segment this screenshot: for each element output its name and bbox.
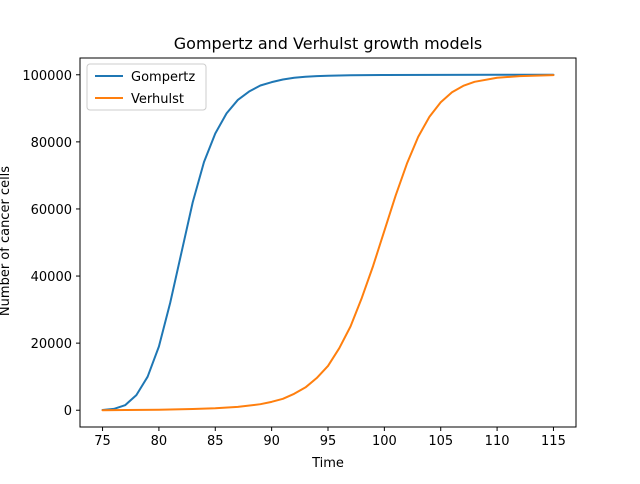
y-tick-label: 20000 (31, 337, 72, 352)
x-tick-label: 90 (263, 434, 280, 449)
x-tick-label: 100 (372, 434, 397, 449)
y-tick-label: 80000 (31, 136, 72, 151)
y-axis-label: Number of cancer cells (0, 166, 13, 316)
x-tick-label: 115 (541, 434, 566, 449)
x-tick-label: 105 (428, 434, 453, 449)
legend-label-gompertz: Gompertz (131, 70, 195, 85)
y-tick-label: 40000 (31, 270, 72, 285)
legend: Gompertz Verhulst (86, 63, 207, 111)
series-line-verhulst (101, 74, 555, 412)
y-tick-label: 100000 (22, 69, 72, 84)
y-tick-label: 60000 (31, 203, 72, 218)
x-tick-label: 80 (151, 434, 168, 449)
legend-label-verhulst: Verhulst (131, 92, 184, 107)
plot-area-frame (79, 57, 577, 428)
x-tick-label: 110 (485, 434, 510, 449)
x-tick-label: 75 (94, 434, 111, 449)
series-line-gompertz (101, 73, 555, 411)
ticks-layer: 75 80 85 90 95 100 105 110 115 0 20000 40000 60000 80… (22, 69, 566, 449)
x-tick-label: 85 (207, 434, 224, 449)
series-layer (101, 73, 555, 412)
x-axis-label: Time (311, 456, 344, 471)
chart-title: Gompertz and Verhulst growth models (174, 34, 482, 53)
x-tick-label: 95 (320, 434, 337, 449)
y-tick-label: 0 (64, 404, 72, 419)
